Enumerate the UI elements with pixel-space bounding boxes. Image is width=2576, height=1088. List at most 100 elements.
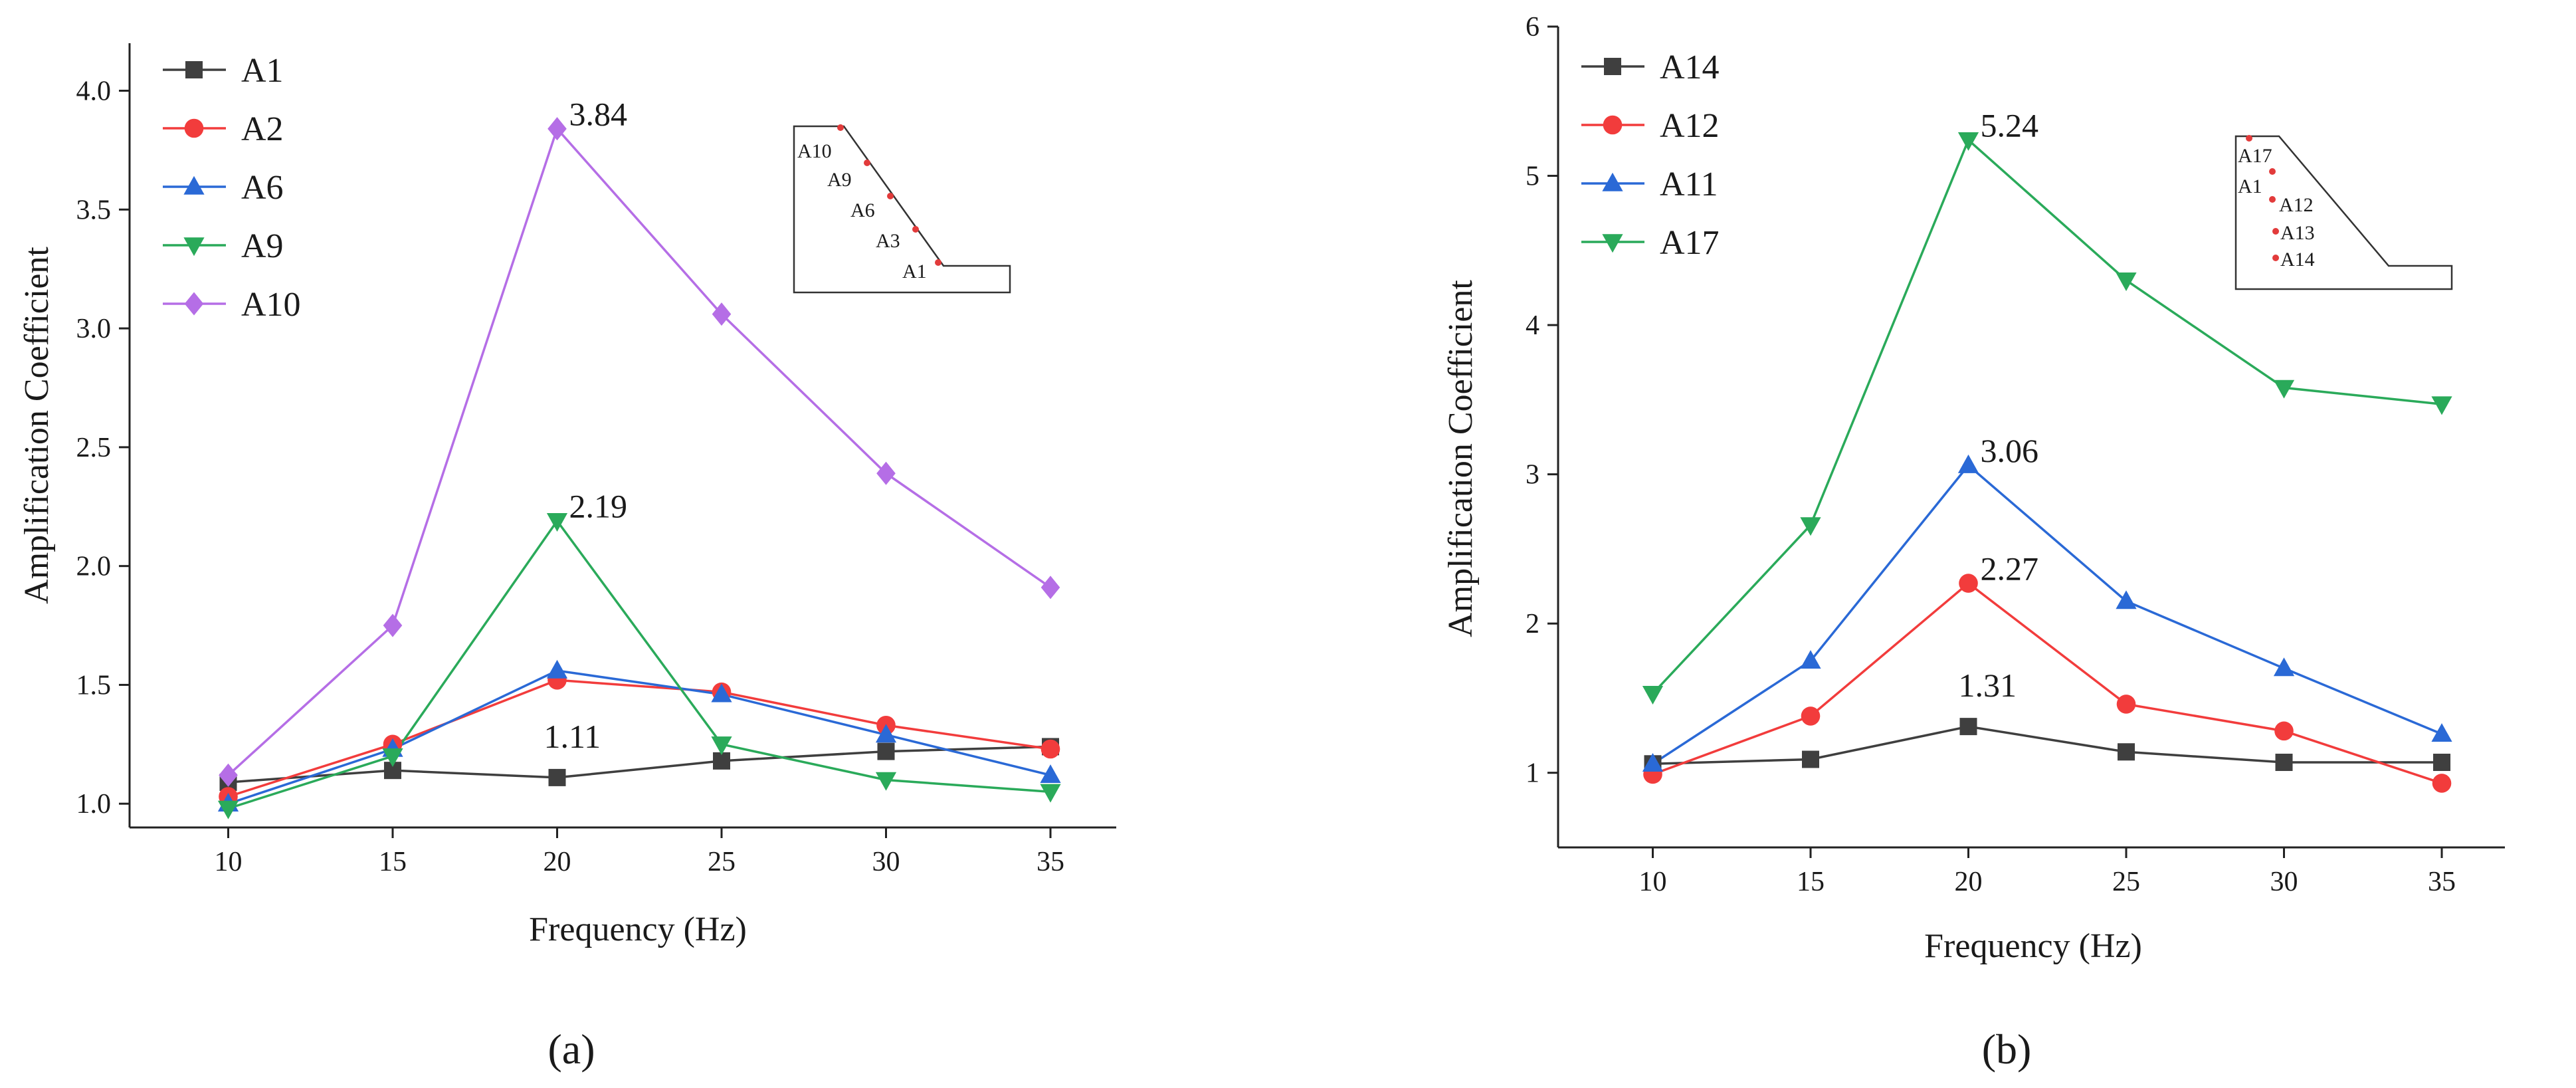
chart-a-x-tick-label: 35: [1037, 847, 1064, 877]
inset-b-point-a14: [2272, 255, 2279, 261]
inset-b-point-a13: [2272, 228, 2279, 235]
series-line-a6: [227, 669, 1051, 805]
series-line-a17: [1652, 138, 2442, 695]
data-point-a1: [548, 768, 566, 786]
inset-b-slope-outline: [2234, 135, 2453, 290]
data-point-a12: [1959, 574, 1978, 593]
data-point-a11: [1957, 454, 1979, 473]
chart-a-data-label: 1.11: [544, 718, 601, 755]
chart-a-x-tick-label: 10: [215, 847, 243, 877]
chart-b-y-tick-label: 3: [1526, 460, 1539, 490]
inset-a-label-a6: A6: [850, 199, 875, 221]
chart-b-y-tick-label: 1: [1526, 758, 1539, 789]
inset-b-label-a17: A17: [2238, 145, 2272, 167]
data-point-a10: [383, 613, 403, 637]
chart-b-x-tick-label: 30: [2270, 867, 2298, 897]
series-line-a1: [228, 745, 1051, 784]
data-point-a11: [2273, 657, 2295, 677]
inset-a-point-a9: [864, 160, 870, 166]
data-point-a14: [2275, 754, 2293, 772]
series-line-a11: [1652, 463, 2442, 765]
inset-a-label-a3: A3: [876, 230, 900, 252]
data-point-a12: [2432, 774, 2452, 793]
legend-label-a14: A14: [1660, 49, 1720, 86]
chart-a-panel-label: (a): [547, 1026, 595, 1073]
legend-marker-a9: [183, 237, 205, 257]
chart-a-x-tick-label: 30: [872, 847, 900, 877]
inset-a-point-a10: [837, 124, 844, 131]
chart-b-panel-label: (b): [1982, 1026, 2032, 1073]
chart-b-data-label: 1.31: [1959, 667, 2017, 704]
chart-a-legend: A1 A2 A6 A9 A10: [163, 52, 301, 324]
inset-b-point-a12: [2269, 196, 2276, 203]
chart-a-x-tick-label: 15: [379, 847, 407, 877]
inset-a-slope-outline: [793, 125, 1011, 294]
data-point-a6: [875, 724, 897, 743]
inset-a-label-a10: A10: [797, 140, 832, 162]
inset-b-point-a17: [2246, 135, 2252, 142]
data-point-a1: [713, 752, 730, 770]
data-point-a9: [1040, 784, 1061, 803]
legend-marker-a17: [1602, 234, 1623, 253]
data-point-a14: [1802, 750, 1819, 768]
data-point-a6: [546, 659, 568, 679]
data-point-a17: [2431, 396, 2452, 415]
legend-marker-a2: [184, 118, 204, 138]
chart-a-y-tick-label: 3.0: [76, 314, 112, 344]
chart-a-inset-diagram: A10 A9 A6 A3 A1: [793, 124, 1011, 294]
chart-a-x-tick-label: 20: [544, 847, 571, 877]
inset-a-label-a9: A9: [827, 169, 852, 191]
data-point-a9: [546, 513, 568, 532]
chart-a-y-tick-label: 1.0: [76, 789, 112, 819]
chart-a-y-tick-label: 3.5: [76, 195, 112, 225]
data-point-a10: [712, 302, 732, 326]
chart-b-data-label: 2.27: [1981, 550, 2039, 588]
legend-label-a1: A1: [241, 52, 284, 90]
data-point-a6: [711, 683, 732, 703]
legend-marker-a12: [1603, 115, 1623, 135]
data-point-a11: [1642, 753, 1664, 772]
data-point-a10: [219, 763, 238, 787]
chart-b-y-tick-label: 6: [1526, 12, 1539, 43]
data-point-a11: [1800, 650, 1821, 669]
chart-a-x-tick-label: 25: [708, 847, 736, 877]
data-point-a9: [382, 748, 403, 767]
chart-b-inset-diagram: A17 A1 A12 A13 A14: [2234, 135, 2453, 290]
chart-a-data-label: 2.19: [569, 488, 628, 525]
inset-b-label-a13: A13: [2280, 222, 2315, 244]
legend-marker-a1: [185, 61, 203, 78]
chart-a-y-tick-label: 4.0: [76, 76, 112, 107]
data-point-a12: [2274, 721, 2294, 741]
chart-a-y-tick-label: 2.0: [76, 552, 112, 582]
legend-label-a10: A10: [241, 286, 301, 324]
inset-a-point-a6: [887, 193, 894, 199]
data-point-a6: [1040, 764, 1061, 784]
chart-b-x-tick-label: 25: [2112, 867, 2140, 897]
data-point-a17: [2273, 380, 2295, 399]
inset-b-label-a1: A1: [2238, 175, 2262, 197]
data-point-a14: [2433, 754, 2450, 772]
chart-panel-a: 10 15 20 25 30 35 1.0 1.5 2.0 2.5 3.0 3.5 4.0 3.84 2.…: [18, 43, 1116, 1073]
inset-b-point-a1: [2269, 168, 2276, 175]
data-point-a17: [1642, 686, 1664, 705]
data-point-a17: [1957, 132, 1979, 151]
legend-label-a11: A11: [1660, 165, 1718, 203]
series-line-a10: [227, 126, 1051, 776]
chart-b-data-label: 3.06: [1981, 432, 2039, 469]
data-point-a9: [217, 800, 239, 819]
inset-b-label-a14: A14: [2280, 249, 2315, 271]
data-point-a11: [2431, 723, 2452, 742]
data-point-a17: [2116, 272, 2137, 291]
chart-b-axes: [1557, 27, 2505, 849]
legend-marker-a10: [184, 292, 204, 316]
series-line-a14: [1652, 725, 2442, 766]
chart-b-y-tick-label: 4: [1526, 310, 1539, 341]
chart-a-axes: [128, 43, 1116, 829]
chart-b-x-tick-label: 20: [1955, 867, 1983, 897]
chart-a-y-tick-label: 1.5: [76, 670, 112, 701]
chart-a-data-label: 3.84: [569, 96, 628, 133]
legend-marker-a6: [183, 175, 205, 195]
series-line-a9: [227, 518, 1051, 810]
